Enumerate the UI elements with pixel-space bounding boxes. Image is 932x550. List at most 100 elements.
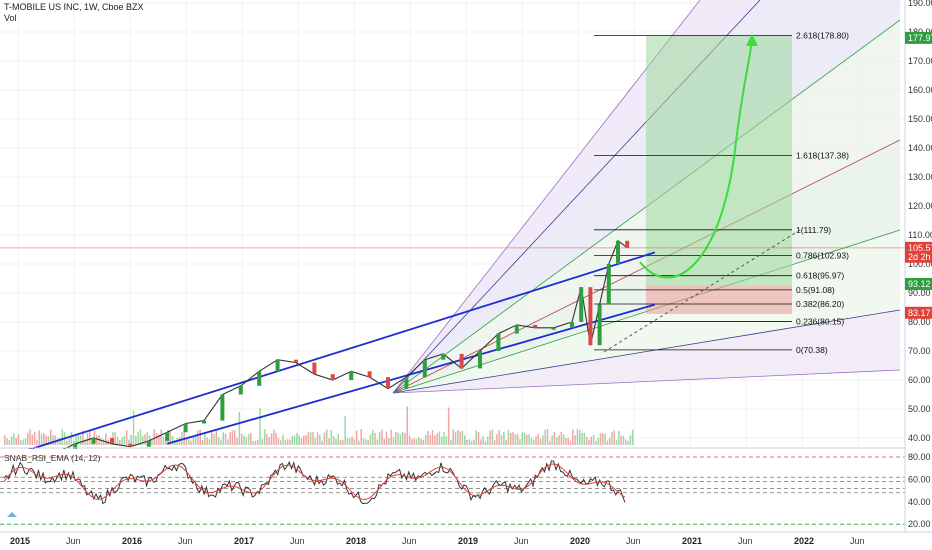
volume-bar: [360, 429, 362, 445]
candle: [275, 359, 280, 372]
position-box[interactable]: [646, 36, 792, 314]
volume-bar: [201, 439, 204, 445]
fib-level-label: 1(111.79): [796, 225, 831, 235]
price-axis[interactable]: 190.00180.00170.00160.00150.00140.00130.…: [904, 0, 932, 550]
volume-bar: [89, 431, 91, 445]
volume-bar: [217, 436, 220, 445]
volume-bar: [475, 430, 477, 445]
volume-bar: [190, 440, 192, 445]
time-tick-label: 2015: [10, 536, 30, 546]
volume-bar: [268, 437, 270, 445]
axis-background: [905, 0, 932, 550]
time-tick-label: Jun: [402, 536, 417, 546]
candle: [570, 322, 574, 328]
candle: [588, 287, 593, 346]
volume-bar: [100, 438, 103, 445]
volume-bar: [316, 432, 319, 445]
candle: [294, 359, 298, 363]
volume-bar: [10, 436, 13, 445]
volume-bar: [365, 439, 367, 445]
volume-bar: [528, 434, 530, 445]
volume-bar: [36, 440, 38, 445]
candle: [579, 287, 584, 322]
volume-bar: [208, 439, 211, 445]
volume-bar: [321, 440, 323, 445]
volume-bar: [29, 429, 31, 445]
volume-bar: [445, 436, 448, 445]
volume-bar: [436, 433, 438, 445]
volume-bar: [305, 435, 307, 445]
symbol-title[interactable]: T-MOBILE US INC, 1W, Cboe BZX: [4, 2, 144, 12]
volume-bar: [206, 437, 208, 445]
candle: [128, 443, 133, 447]
time-tick-label: 2016: [122, 536, 142, 546]
volume-bar: [162, 436, 165, 445]
volume-bar: [289, 439, 291, 445]
volume-bar: [608, 437, 611, 445]
time-tick-label: Jun: [178, 536, 193, 546]
profit-zone[interactable]: [646, 36, 792, 285]
volume-bar: [342, 439, 344, 445]
volume-label: Vol: [4, 13, 17, 23]
volume-bar: [192, 436, 195, 445]
candle: [459, 353, 464, 369]
volume-bar: [86, 433, 89, 445]
volume-bar: [116, 436, 119, 445]
volume-bar: [505, 439, 507, 445]
volume-bar: [523, 432, 526, 445]
loss-zone[interactable]: [646, 285, 792, 314]
price-tick-label: 80.00: [908, 317, 931, 327]
volume-bar: [429, 434, 431, 445]
volume-bar: [188, 439, 190, 445]
volume-bar: [284, 439, 287, 445]
dashed-trendline[interactable]: [603, 229, 801, 353]
time-axis[interactable]: 2015 Jun 2016 Jun 2017 Jun 2018 Jun 2019 Jun 2020 J…: [0, 531, 932, 546]
volume-bar: [420, 438, 422, 445]
volume-bar: [367, 439, 369, 445]
volume-bar: [240, 433, 243, 445]
volume-bar: [153, 429, 155, 445]
fib-level-label: 2.618(178.80): [796, 30, 849, 40]
volume-bar: [273, 429, 275, 445]
volume-bar: [47, 436, 50, 445]
volume-bar: [4, 435, 6, 445]
candle: [606, 264, 611, 305]
volume-bar: [169, 431, 172, 445]
rsi-line: [3, 460, 626, 505]
volume-bar: [454, 431, 457, 445]
volume-bar: [139, 429, 142, 445]
volume-bar: [66, 440, 68, 445]
volume-bar: [121, 437, 123, 445]
volume-bar: [158, 434, 160, 445]
volume-bar: [450, 439, 452, 445]
volume-bar: [344, 415, 346, 445]
volume-bar: [250, 433, 252, 445]
volume-bar: [6, 438, 8, 445]
volume-bar: [514, 434, 517, 445]
price-badge-label: 2d 2h: [908, 252, 931, 262]
volume-bar: [567, 437, 569, 445]
volume-bar: [52, 435, 54, 445]
volume-bar: [135, 436, 137, 445]
volume-bar: [132, 410, 135, 445]
volume-bar: [362, 438, 365, 445]
volume-bar: [418, 436, 420, 445]
candle: [165, 432, 170, 441]
volume-bar: [291, 436, 293, 445]
volume-bar: [326, 429, 328, 445]
candle: [616, 240, 620, 264]
volume-bar: [165, 438, 167, 445]
volume-bar: [332, 436, 335, 445]
price-series: [19, 239, 630, 462]
volume-bar: [280, 440, 282, 445]
fib-extension[interactable]: 2.618(178.80) 1.618(137.38) 1(111.79) 0.786…: [594, 30, 849, 355]
projection-arrow[interactable]: [639, 39, 753, 279]
volume-bar: [355, 430, 358, 445]
candle: [422, 359, 427, 378]
rsi-label[interactable]: SNAB_RSI_EMA (14, 12): [4, 453, 101, 463]
volume-bar: [259, 407, 261, 445]
volume-bar: [498, 429, 500, 445]
volume-bar: [59, 437, 61, 445]
